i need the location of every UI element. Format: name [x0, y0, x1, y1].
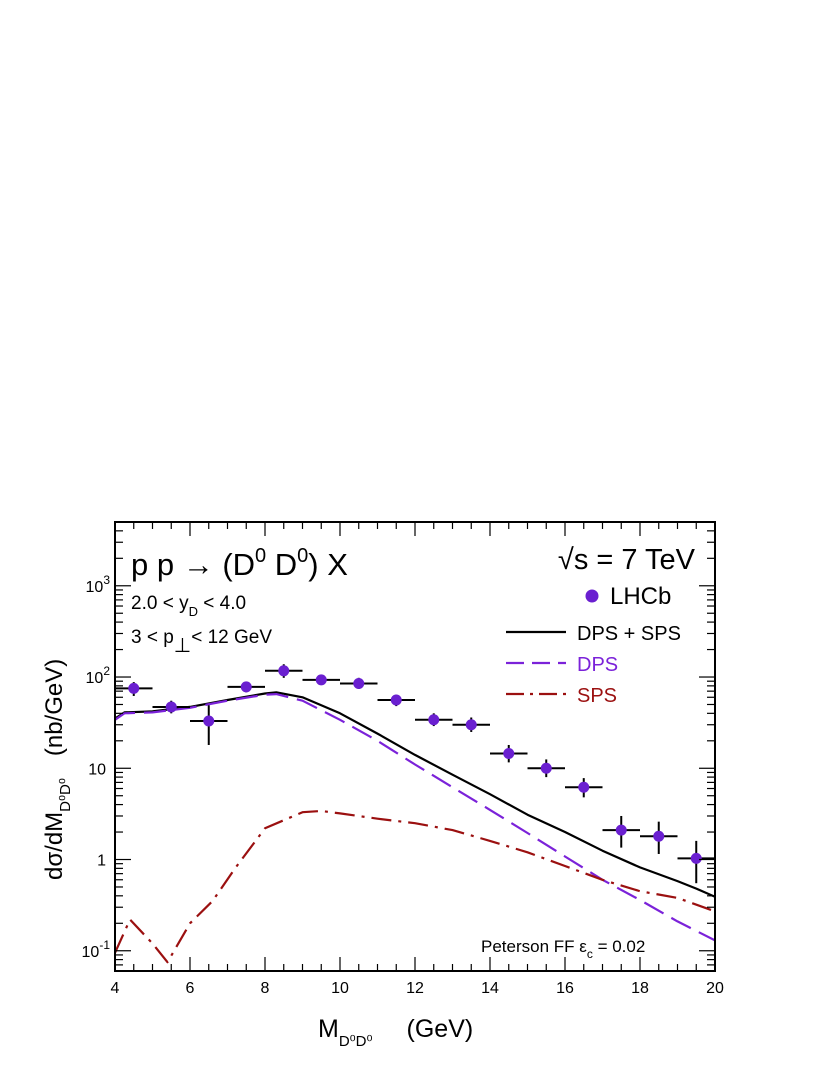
x-tick-label: 18	[631, 980, 649, 997]
rapidity-cut: 2.0 < yD < 4.0	[131, 593, 246, 619]
pt-cut: 3 < p⊥< 12 GeV	[131, 627, 272, 657]
lhcb-data-points	[115, 664, 715, 884]
x-tick-label: 4	[111, 980, 120, 997]
x-tick-label: 20	[706, 980, 724, 997]
energy-label: √s = 7 TeV	[558, 544, 696, 576]
data-point	[165, 701, 177, 713]
curve-sps	[115, 809, 715, 964]
y-tick-label: 10-1	[82, 938, 111, 961]
data-point	[540, 762, 552, 774]
y-tick-label: 103	[86, 573, 111, 596]
data-point	[503, 748, 515, 760]
legend-label-sps: SPS	[577, 685, 617, 707]
legend-label-dps: DPS	[577, 654, 618, 676]
legend: LHCb DPS + SPS DPS SPS	[506, 583, 681, 707]
axis-ticks	[114, 521, 716, 972]
data-point	[240, 681, 252, 693]
y-tick-label: 10	[88, 761, 106, 778]
data-point	[278, 665, 290, 677]
axis-tick-labels: 4 6 8 10 12 14 16 18 20 10-1 1 10 102 103	[82, 573, 724, 997]
x-tick-label: 8	[261, 980, 270, 997]
data-point	[465, 719, 477, 731]
x-axis-label: MD⁰D⁰ (GeV)	[318, 1015, 473, 1050]
data-point	[653, 830, 665, 842]
x-tick-label: 14	[481, 980, 499, 997]
x-tick-label: 6	[186, 980, 195, 997]
x-tick-label: 12	[406, 980, 424, 997]
data-point	[128, 682, 140, 694]
data-point	[690, 852, 702, 864]
data-point	[203, 715, 215, 727]
chart-title: p p → (D0 D0) X	[131, 545, 348, 582]
data-point	[315, 674, 327, 686]
legend-marker-lhcb	[585, 589, 599, 603]
curve-dps	[115, 692, 715, 942]
y-axis-label: dσ/dMD⁰D⁰(nb/GeV)	[41, 659, 74, 880]
legend-label-dps-sps: DPS + SPS	[577, 623, 681, 645]
x-tick-label: 16	[556, 980, 574, 997]
data-point	[390, 694, 402, 706]
data-point	[428, 714, 440, 726]
x-tick-label: 10	[331, 980, 349, 997]
data-point	[615, 824, 627, 836]
fragmentation-label: Peterson FF εc = 0.02	[481, 937, 645, 961]
y-tick-label: 102	[86, 664, 111, 687]
data-point	[353, 677, 365, 689]
y-tick-label: 1	[97, 853, 106, 870]
plot-frame	[114, 521, 716, 972]
legend-label-lhcb: LHCb	[610, 583, 671, 610]
data-point	[578, 781, 590, 793]
